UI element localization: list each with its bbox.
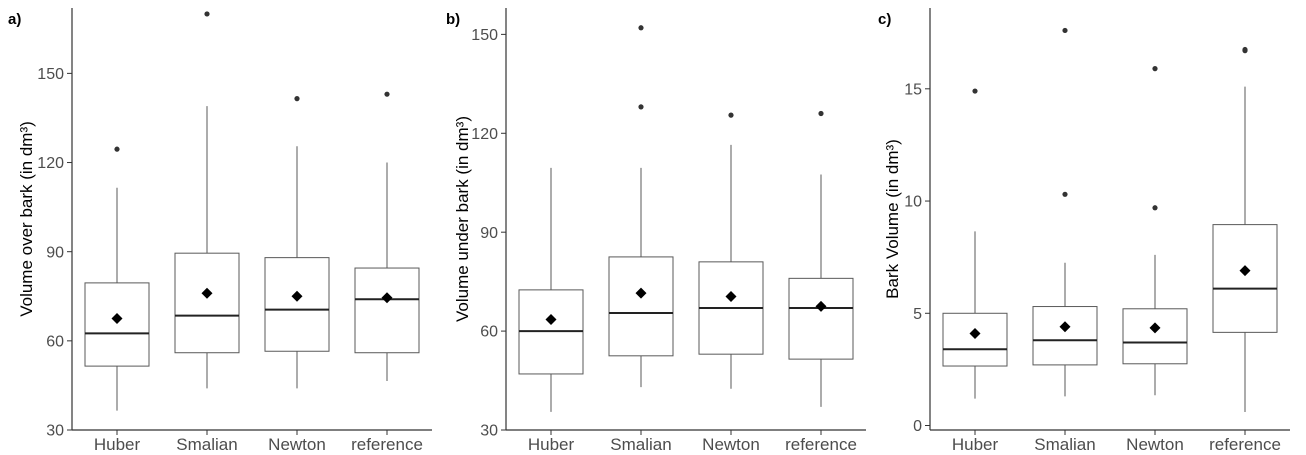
y-axis-title: Bark Volume (in dm³): [883, 139, 902, 299]
mean-marker: [635, 287, 647, 299]
mean-marker: [291, 290, 303, 302]
mean-marker: [201, 287, 213, 299]
box-iqr: [1032, 306, 1098, 366]
box-iqr: [174, 252, 240, 354]
x-tick-label: Huber: [952, 435, 999, 454]
x-tick-label: Smalian: [610, 435, 671, 454]
mean-marker: [1059, 321, 1071, 333]
mean-marker: [815, 300, 827, 312]
box-iqr: [264, 257, 330, 352]
outlier-point: [818, 110, 824, 117]
chart-panel-3: c) Bark Volume (in dm³) 0 5 10 15 Huber Smalian…: [878, 8, 1290, 454]
box-newton: [264, 96, 330, 389]
outlier-point: [1062, 27, 1068, 34]
outlier-point: [1062, 191, 1068, 197]
y-axis-title: Volume under bark (in dm³): [453, 116, 472, 322]
y-tick-label: 5: [913, 306, 922, 323]
panel-label: b): [446, 11, 460, 28]
box-huber: [518, 167, 584, 412]
box-iqr: [354, 267, 420, 354]
panel-label: a): [8, 11, 21, 28]
y-tick-label: 10: [904, 194, 922, 211]
y-tick-label: 60: [480, 324, 498, 341]
box-newton: [698, 112, 764, 389]
x-tick-label: reference: [1209, 435, 1281, 454]
box-iqr: [1122, 308, 1188, 365]
x-tick-label: reference: [351, 435, 423, 454]
y-tick-label: 150: [471, 27, 498, 44]
x-tick-label: reference: [785, 435, 857, 454]
chart-panel-2: b) Volume under bark (in dm³) 30 60 90 120 150…: [446, 8, 866, 454]
y-tick-label: 30: [46, 423, 64, 440]
mean-marker: [545, 314, 557, 326]
x-tick-label: Newton: [702, 435, 760, 454]
y-tick-label: 120: [37, 155, 64, 172]
x-tick-label: Smalian: [176, 435, 237, 454]
box-reference: [788, 110, 854, 407]
outlier-point: [972, 88, 978, 94]
y-tick-label: 90: [480, 225, 498, 242]
y-tick-label: 150: [37, 66, 64, 83]
box-newton: [1122, 66, 1188, 396]
outlier-point: [384, 91, 390, 97]
outlier-point: [294, 96, 300, 102]
mean-marker: [1149, 322, 1161, 334]
outlier-point: [1152, 205, 1158, 211]
y-tick-label: 60: [46, 333, 64, 350]
y-tick-label: 90: [46, 244, 64, 261]
mean-marker: [381, 292, 393, 304]
mean-marker: [111, 313, 123, 325]
chart-panel-1: a) Volume over bark (in dm³) 30 60 90 120 150 H…: [8, 8, 432, 454]
outlier-point: [1242, 46, 1248, 53]
outlier-point: [638, 104, 644, 110]
box-iqr: [84, 282, 150, 367]
y-tick-label: 15: [904, 81, 922, 98]
x-tick-label: Huber: [94, 435, 141, 454]
y-tick-label: 30: [480, 423, 498, 440]
y-tick-label: 120: [471, 126, 498, 143]
outlier-point: [728, 112, 734, 118]
x-tick-label: Newton: [1126, 435, 1184, 454]
box-smalian: [174, 11, 240, 389]
y-tick-label: 0: [913, 418, 922, 435]
mean-marker: [725, 290, 737, 302]
box-reference: [354, 91, 420, 381]
x-tick-label: Smalian: [1034, 435, 1095, 454]
y-axis-title: Volume over bark (in dm³): [17, 121, 36, 317]
outlier-point: [1152, 66, 1158, 72]
box-iqr: [1212, 224, 1278, 333]
x-tick-label: Huber: [528, 435, 575, 454]
panel-label: c): [878, 11, 891, 28]
outlier-point: [638, 25, 644, 31]
box-smalian: [1032, 27, 1098, 397]
mean-marker: [969, 327, 981, 339]
x-tick-label: Newton: [268, 435, 326, 454]
outlier-point: [204, 11, 210, 17]
box-iqr: [608, 256, 674, 357]
box-huber: [942, 88, 1008, 399]
box-smalian: [608, 25, 674, 388]
box-iqr: [942, 312, 1008, 367]
mean-marker: [1239, 265, 1251, 277]
box-iqr: [788, 277, 854, 360]
outlier-point: [114, 146, 120, 152]
box-reference: [1212, 46, 1278, 413]
box-huber: [84, 146, 150, 411]
